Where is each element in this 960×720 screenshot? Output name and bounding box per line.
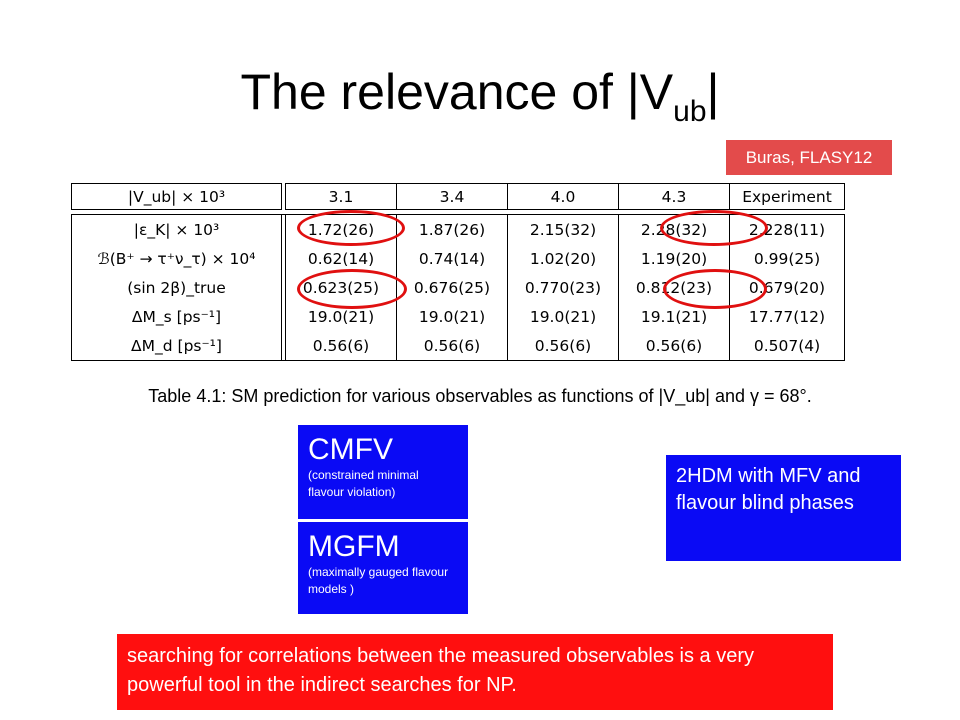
row-label: ΔM_s [ps⁻¹] (71, 302, 282, 331)
title-subscript: ub (673, 95, 707, 128)
table-cell: 0.56(6) (507, 331, 619, 361)
table-cell: 0.770(23) (507, 273, 619, 302)
header-vub: |V_ub| × 10³ (71, 183, 282, 210)
header-col-1: 3.1 (285, 183, 397, 210)
table-cell: 19.0(21) (396, 302, 508, 331)
highlight-ring (297, 269, 407, 309)
highlight-ring (297, 210, 405, 246)
title-end: | (706, 64, 720, 120)
table-cell: 17.77(12) (729, 302, 845, 331)
table-row: ΔM_s [ps⁻¹] 19.0(21) 19.0(21) 19.0(21) 1… (71, 302, 845, 331)
highlight-ring (660, 210, 768, 246)
slide-title: The relevance of |Vub| (0, 62, 960, 142)
header-experiment: Experiment (729, 183, 845, 210)
2hdm-box: 2HDM with MFV and flavour blind phases (666, 455, 901, 561)
mgfm-box: MGFM (maximally gauged flavour models ) (298, 522, 468, 614)
cmfv-box: CMFV (constrained minimal flavour violat… (298, 425, 468, 519)
header-col-2: 3.4 (396, 183, 508, 210)
mgfm-title: MGFM (308, 530, 400, 563)
table-row: ℬ(B⁺ → τ⁺ν_τ) × 10⁴ 0.62(14) 0.74(14) 1.… (71, 244, 845, 273)
cmfv-title: CMFV (308, 433, 393, 466)
table-cell: 19.1(21) (618, 302, 730, 331)
table-cell: 1.87(26) (396, 214, 508, 244)
table-cell: 19.0(21) (285, 302, 397, 331)
table-cell: 0.56(6) (618, 331, 730, 361)
table-row: ΔM_d [ps⁻¹] 0.56(6) 0.56(6) 0.56(6) 0.56… (71, 331, 845, 361)
table-cell: 0.74(14) (396, 244, 508, 273)
table-cell: 2.15(32) (507, 214, 619, 244)
title-main: The relevance of |V (240, 64, 674, 120)
row-label: ΔM_d [ps⁻¹] (71, 331, 282, 361)
table-cell: 0.676(25) (396, 273, 508, 302)
table-cell: 0.56(6) (396, 331, 508, 361)
table-cell: 1.19(20) (618, 244, 730, 273)
cmfv-description: (constrained minimal flavour violation) (308, 468, 419, 499)
header-col-4: 4.3 (618, 183, 730, 210)
highlight-ring (663, 269, 767, 309)
row-label: (sin 2β)_true (71, 273, 282, 302)
table-cell: 19.0(21) (507, 302, 619, 331)
row-label: ℬ(B⁺ → τ⁺ν_τ) × 10⁴ (71, 244, 282, 273)
mgfm-description: (maximally gauged flavour models ) (308, 565, 449, 596)
header-col-3: 4.0 (507, 183, 619, 210)
table-cell: 0.56(6) (285, 331, 397, 361)
table-cell: 0.62(14) (285, 244, 397, 273)
table-cell: 0.99(25) (729, 244, 845, 273)
table-cell: 1.02(20) (507, 244, 619, 273)
table-caption: Table 4.1: SM prediction for various obs… (148, 386, 812, 406)
citation-badge: Buras, FLASY12 (726, 140, 892, 175)
row-label: |ε_K| × 10³ (71, 214, 282, 244)
conclusion-note: searching for correlations between the m… (117, 634, 833, 710)
table-cell: 0.507(4) (729, 331, 845, 361)
table-header: |V_ub| × 10³ 3.1 3.4 4.0 4.3 Experiment (71, 183, 845, 210)
